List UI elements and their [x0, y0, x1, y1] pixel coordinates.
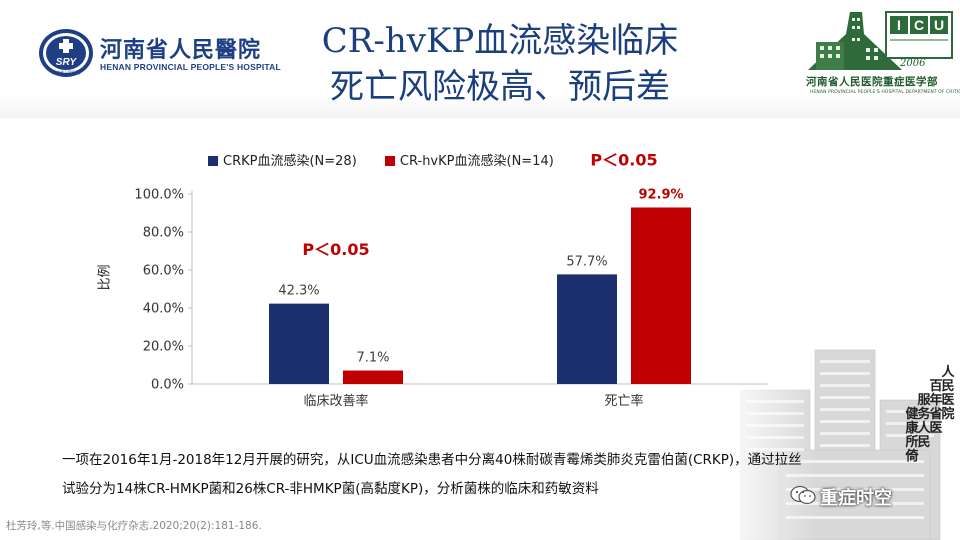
- legend-item-crkp: CRKP血流感染(N=28): [208, 150, 357, 169]
- bar-crkp-0: [269, 303, 329, 384]
- bar-crkp-1: [557, 274, 617, 384]
- svg-text:U: U: [934, 17, 944, 33]
- data-label: 7.1%: [356, 351, 389, 366]
- study-description: 一项在2016年1月-2018年12月开展的研究，从ICU血流感染患者中分离40…: [62, 446, 902, 504]
- x-tick-label: 临床改善率: [303, 393, 368, 409]
- hospital-logo: SRY 河南省人民医院 河南省人民醫院 HENAN PROVINCIAL PEO…: [38, 28, 281, 84]
- department-name-en: HENAN PROVINCIAL PEOPLE'S HOSPITAL DEPAR…: [810, 90, 960, 95]
- y-tick-label: 0.0%: [151, 378, 184, 393]
- slide-title: CR-hvKP血流感染临床 死亡风险极高、预后差: [300, 18, 700, 110]
- legend-label-crkp: CRKP血流感染(N=28): [223, 154, 357, 169]
- study-description-line-1: 一项在2016年1月-2018年12月开展的研究，从ICU血流感染患者中分离40…: [62, 452, 802, 468]
- legend-item-crhvkp: CR-hvKP血流感染(N=14): [384, 150, 554, 169]
- y-tick-label: 60.0%: [143, 264, 184, 279]
- legend-label-crhvkp: CR-hvKP血流感染(N=14): [399, 154, 554, 169]
- title-line-2: 死亡风险极高、预后差: [330, 67, 670, 107]
- data-label: 57.7%: [566, 254, 607, 269]
- study-description-line-2: 试验分为14株CR-HMKP菌和26株CR-非HMKP菌(高黏度KP)，分析菌株…: [62, 481, 599, 497]
- p-value-annotation: P＜0.05: [590, 151, 657, 170]
- p-value-annotation: P＜0.05: [302, 240, 369, 259]
- emblem-subtext: 河南省人民医院: [52, 69, 80, 75]
- watermark: 重症时空: [820, 488, 892, 509]
- header-band: [0, 0, 960, 118]
- chart-legend: CRKP血流感染(N=28) CR-hvKP血流感染(N=14): [208, 150, 578, 169]
- data-label: 42.3%: [278, 284, 319, 299]
- hospital-name-cn: 河南省人民醫院: [100, 37, 262, 63]
- hospital-emblem-icon: SRY 河南省人民医院: [39, 29, 93, 77]
- motto-column-3: 服务人民: [917, 393, 931, 450]
- legend-swatch-crhvkp: [384, 155, 395, 166]
- department-year: 2006: [900, 58, 926, 69]
- bar-chart: CRKP血流感染(N=28) CR-hvKP血流感染(N=14) 比例 0.0%…: [96, 140, 796, 425]
- x-tick-label: 死亡率: [604, 393, 643, 409]
- data-label: 92.9%: [638, 187, 683, 202]
- motto-column-2: 百年省医: [929, 379, 943, 436]
- y-tick-label: 100.0%: [134, 188, 184, 203]
- y-tick-label: 80.0%: [143, 226, 184, 241]
- department-name-cn: 河南省人民医院重症医学部: [806, 76, 938, 88]
- svg-text:I: I: [897, 17, 901, 33]
- hospital-name-en: HENAN PROVINCIAL PEOPLE'S HOSPITAL: [100, 62, 281, 72]
- y-tick-label: 40.0%: [143, 302, 184, 317]
- motto-column-4: 健康所倚: [905, 407, 919, 464]
- emblem-text: SRY: [56, 57, 78, 68]
- bar-crhvkp-1: [631, 207, 691, 384]
- y-tick-label: 20.0%: [143, 340, 184, 355]
- chart-plot: 0.0% 20.0% 40.0% 60.0% 80.0% 100.0% 42.3% 7.1% 临…: [134, 151, 768, 409]
- citation: 杜芳玲,等.中国感染与化疗杂志.2020;20(2):181-186.: [6, 520, 262, 532]
- hospital-building-illustration: [720, 330, 960, 540]
- svg-text:C: C: [914, 17, 924, 33]
- department-building-icon: I C U: [808, 11, 953, 70]
- department-logo: I C U 2006 河南省人民医院重症医学部 HENAN PROVINCIAL…: [806, 8, 960, 108]
- legend-swatch-crkp: [208, 155, 218, 166]
- bar-crhvkp-0: [343, 370, 403, 384]
- motto-column-1: 人民医院: [941, 365, 955, 422]
- title-line-1: CR-hvKP血流感染临床: [321, 21, 679, 61]
- wechat-icon: [790, 485, 816, 505]
